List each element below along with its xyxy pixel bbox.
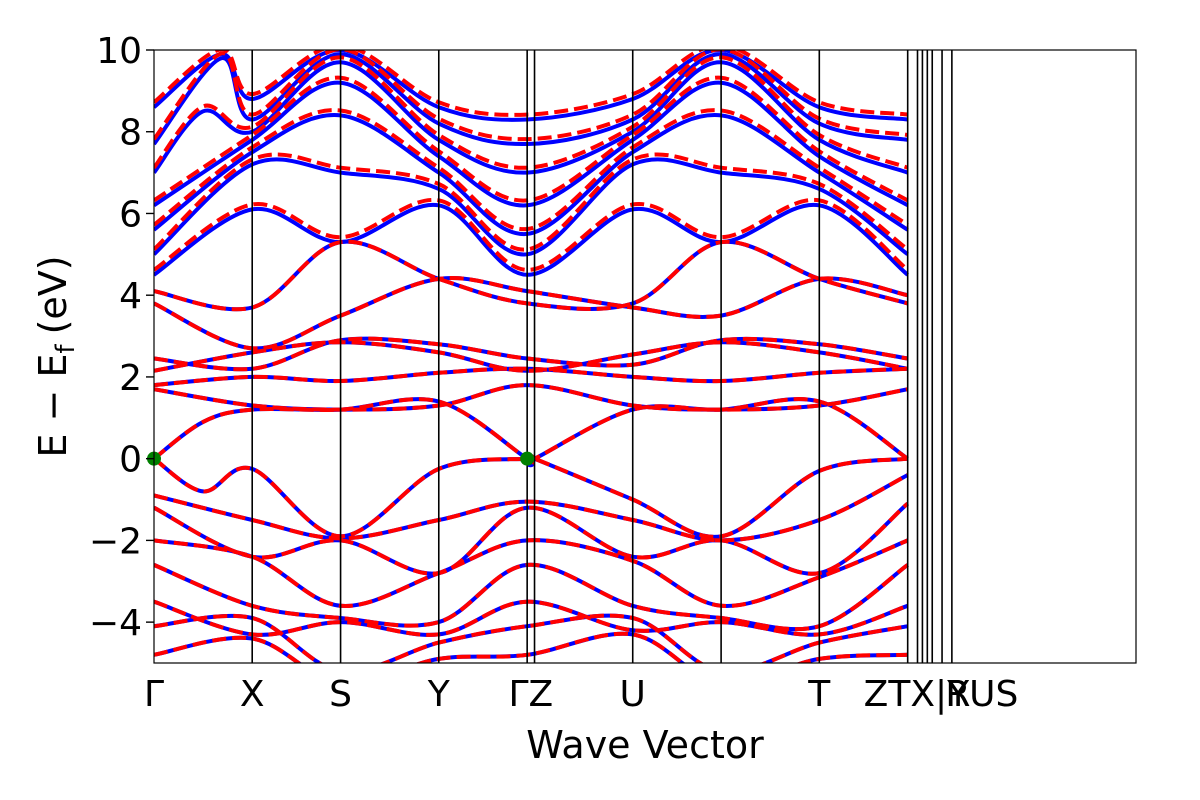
- x-kpoint-label-9: R: [945, 674, 970, 715]
- y-axis-label-unit: (eV): [31, 255, 75, 334]
- y-tick-label-6: 8: [119, 113, 142, 154]
- x-kpoint-label-5: U: [620, 674, 646, 715]
- band-dashed-cb6: [154, 276, 909, 351]
- x-kpoint-label-0: Γ: [144, 674, 164, 715]
- band-dashed-cb4: [154, 340, 909, 373]
- band-dashed-cb14: [154, 50, 908, 117]
- y-tick-label-7: 10: [96, 31, 142, 72]
- band-dashed-cb3: [154, 366, 908, 388]
- svg-text:E − Ef(eV): E − Ef (eV): [31, 255, 81, 457]
- x-kpoint-label-3: Y: [427, 674, 451, 715]
- x-kpoint-label-6: R: [945, 674, 970, 715]
- band-solid-cb8: [154, 202, 909, 277]
- plot-frame: [153, 49, 1137, 664]
- y-tick-label-3: 2: [119, 358, 142, 399]
- y-axis-label-subscript: f: [51, 344, 81, 354]
- band-edge-marker-1: [520, 451, 535, 466]
- band-dashed-vb1: [154, 453, 908, 539]
- band-solid-cb6: [154, 276, 909, 351]
- band-dashed-vb4: [154, 538, 909, 608]
- y-tick-label-2: 0: [119, 440, 142, 481]
- band-dashed-vb7: [154, 613, 909, 663]
- x-kpoint-label-2: S: [329, 674, 352, 715]
- y-tick-label-4: 4: [119, 276, 142, 317]
- y-axis-ticks: −4 −2 0 2 4 6 8 10: [89, 31, 154, 644]
- band-dashed-cb13: [154, 50, 909, 142]
- band-solid-vb5: [154, 562, 909, 632]
- band-dashed-vb5: [154, 562, 909, 632]
- y-axis-label-main: E − E: [31, 354, 75, 458]
- x-kpoint-label-7: T: [807, 674, 831, 715]
- kpoint-divider-lines: [251, 50, 953, 663]
- band-dashed-cb8: [154, 198, 909, 272]
- y-tick-label-1: −2: [89, 521, 142, 562]
- band-solid-cb12: [154, 60, 909, 175]
- band-solid-vb4: [154, 538, 909, 608]
- x-axis-label: Wave Vector: [526, 723, 764, 767]
- x-kpoint-label-8: ZTX|YUS: [864, 674, 1019, 715]
- band-dashed-vb3: [154, 502, 909, 576]
- y-axis-label: E − Ef (eV): [31, 255, 81, 457]
- series-dashed-bands: [154, 50, 909, 663]
- band-dashed-cb2: [154, 383, 909, 412]
- x-kpoint-label-1: X: [240, 674, 265, 715]
- y-tick-label-0: −4: [89, 603, 142, 644]
- x-kpoint-label-4: ΓZ: [508, 674, 553, 715]
- y-tick-label-5: 6: [119, 194, 142, 235]
